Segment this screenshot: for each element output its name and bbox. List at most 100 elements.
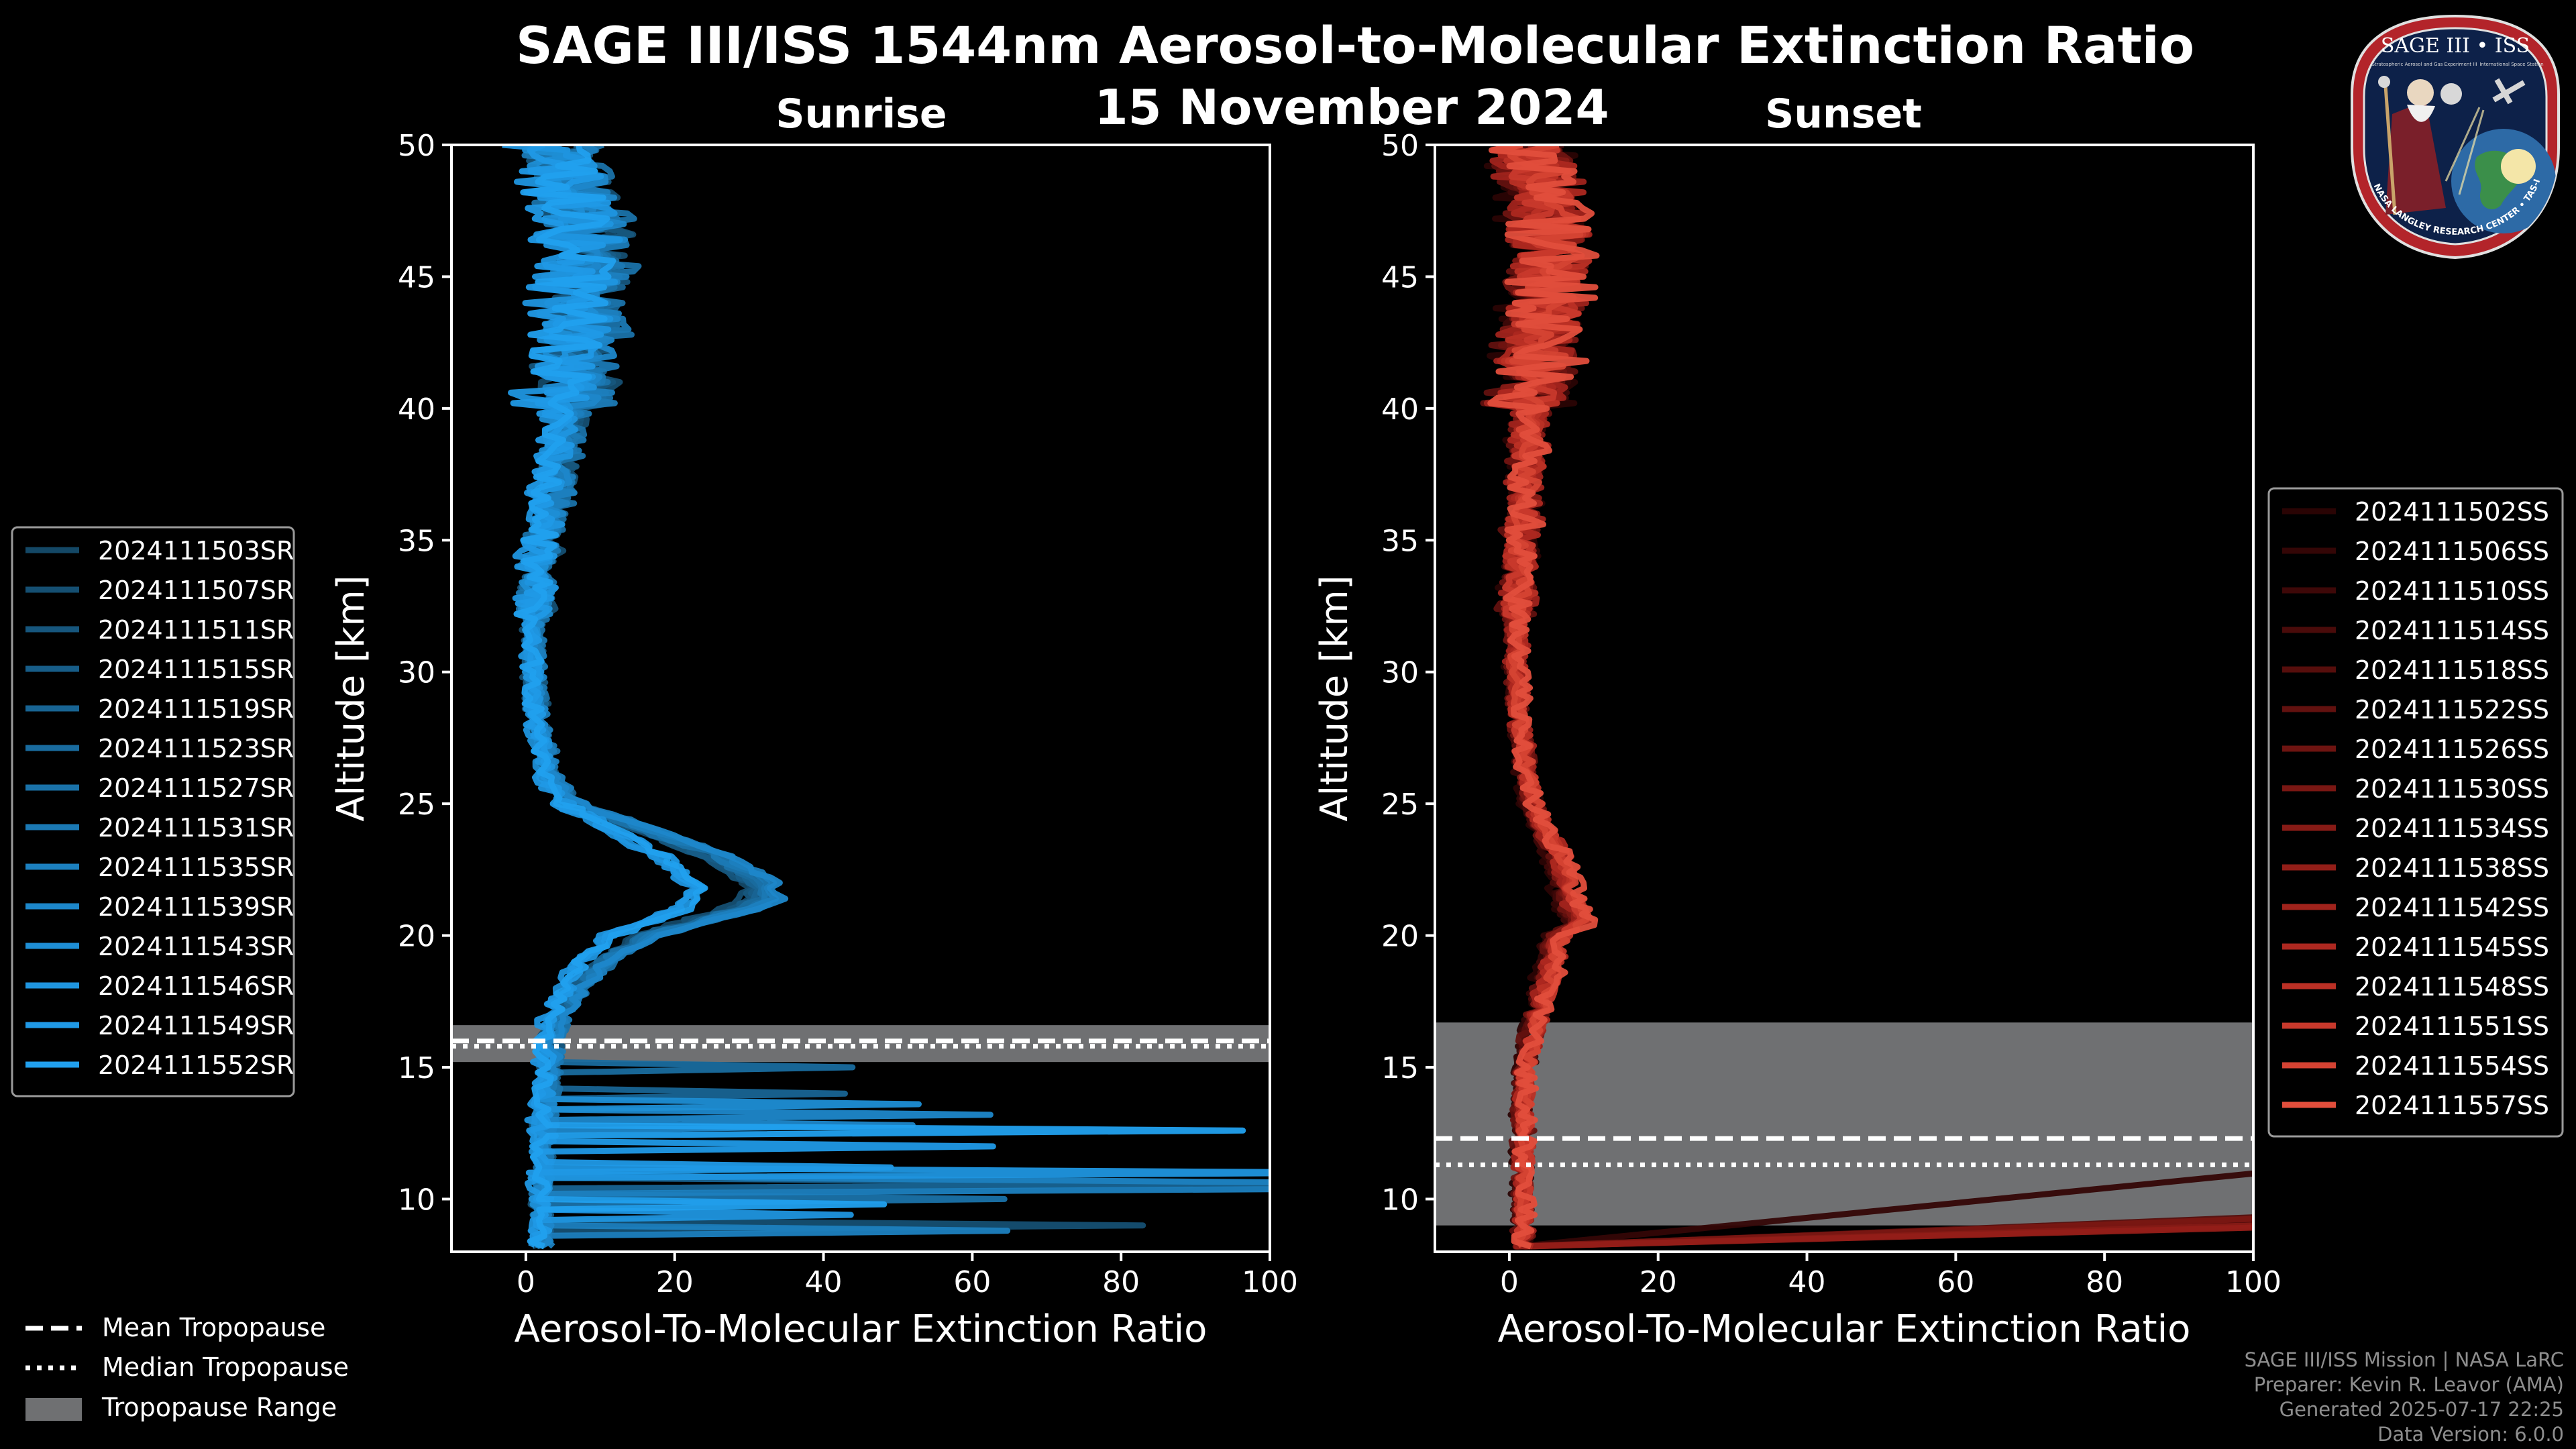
legend-label: 2024111510SS	[2355, 576, 2549, 606]
credit-mission: SAGE III/ISS Mission | NASA LaRC	[2245, 1348, 2564, 1371]
series-legend: 2024111503SR 2024111507SR 2024111511SR 2024…	[11, 526, 295, 1097]
legend-frame	[2267, 487, 2564, 1138]
median-legend-label: Median Tropopause	[102, 1352, 349, 1382]
y-tick-label: 25	[1381, 788, 1419, 822]
legend-label: 2024111502SS	[2355, 497, 2549, 527]
tropopause-range-band	[451, 1025, 1270, 1063]
y-tick-label: 30	[1381, 656, 1419, 690]
x-tick-label: 40	[1788, 1265, 1826, 1299]
plot-frame	[450, 144, 1271, 1253]
series-line-2024111549SR	[510, 145, 996, 1248]
y-tick-label: 25	[398, 788, 435, 822]
legend-label: 2024111511SR	[98, 615, 294, 645]
legend-label: 2024111503SR	[98, 536, 294, 566]
legend-label: 2024111514SS	[2355, 616, 2549, 645]
y-tick-label: 30	[398, 656, 435, 690]
series-legend: 2024111502SS 2024111506SS 2024111510SS 2024…	[2267, 487, 2564, 1138]
x-tick-label: 60	[1937, 1265, 1974, 1299]
y-tick-label: 35	[398, 524, 435, 558]
legend-label: 2024111531SR	[98, 813, 294, 843]
y-axis-label: Altitude [km]	[329, 575, 373, 821]
legend-label: 2024111548SS	[2355, 972, 2549, 1002]
legend-label: 2024111549SR	[98, 1011, 294, 1040]
legend-label: 2024111523SR	[98, 734, 294, 763]
x-tick-label: 0	[1500, 1265, 1519, 1299]
y-tick-label: 40	[1381, 392, 1419, 427]
y-axis-label: Altitude [km]	[1313, 575, 1356, 821]
series-line-2024111546SR	[502, 145, 1270, 1248]
sage-iii-iss-mission-patch: SAGE III • ISS Stratospheric Aerosol and…	[2345, 13, 2560, 260]
plot-frame	[1434, 144, 2255, 1253]
patch-subtitle-left: Stratospheric Aerosol and Gas Experiment…	[2371, 62, 2477, 67]
legend-label: 2024111530SS	[2355, 774, 2549, 804]
x-tick-label: 80	[1102, 1265, 1140, 1299]
y-tick-label: 20	[1381, 920, 1419, 954]
legend-label: 2024111534SS	[2355, 814, 2549, 843]
legend-label: 2024111526SS	[2355, 735, 2549, 764]
credit-version: Data Version: 6.0.0	[2377, 1423, 2564, 1446]
x-axis-label: Aerosol-To-Molecular Extinction Ratio	[1498, 1307, 2191, 1351]
y-tick-label: 35	[1381, 524, 1419, 558]
x-tick-label: 100	[2225, 1265, 2282, 1299]
patch-subtitle-right: International Space Station	[2479, 62, 2543, 67]
x-axis-label: Aerosol-To-Molecular Extinction Ratio	[515, 1307, 1208, 1351]
legend-label: 2024111539SR	[98, 892, 294, 922]
legend-label: 2024111518SS	[2355, 655, 2549, 685]
range-legend-label: Tropopause Range	[101, 1393, 337, 1422]
sunrise-panel: Sunrise 0 20 40 60 80 100 10 15 20 25 30 35 40 45 50 Aer…	[11, 91, 1298, 1351]
legend-label: 2024111557SS	[2355, 1091, 2549, 1120]
legend-label: 2024111535SR	[98, 853, 294, 882]
panel-title: Sunrise	[775, 91, 947, 138]
profile-lines	[502, 145, 1270, 1250]
y-tick-label: 15	[1381, 1051, 1419, 1085]
y-tick-label: 50	[1381, 129, 1419, 163]
legend-label: 2024111515SR	[98, 655, 294, 684]
y-tick-label: 40	[398, 392, 435, 427]
legend-frame	[11, 526, 295, 1097]
tropopause-range-band	[1435, 1022, 2253, 1226]
range-legend-swatch	[25, 1398, 82, 1421]
credit-preparer: Preparer: Kevin R. Leavor (AMA)	[2254, 1373, 2564, 1396]
x-tick-label: 20	[656, 1265, 694, 1299]
y-tick-label: 45	[398, 260, 435, 294]
legend-label: 2024111545SS	[2355, 932, 2549, 962]
legend-label: 2024111506SS	[2355, 537, 2549, 566]
credits: SAGE III/ISS Mission | NASA LaRC Prepare…	[2245, 1348, 2564, 1446]
legend-label: 2024111538SS	[2355, 853, 2549, 883]
y-tick-label: 20	[398, 920, 435, 954]
x-tick-label: 40	[805, 1265, 843, 1299]
x-tick-label: 80	[2086, 1265, 2123, 1299]
legend-label: 2024111507SR	[98, 576, 294, 605]
chart-subtitle: 15 November 2024	[1094, 79, 1609, 136]
tropopause-legend: Mean Tropopause Median Tropopause Tropop…	[25, 1313, 349, 1422]
x-tick-label: 100	[1242, 1265, 1298, 1299]
series-line-2024111535SR	[525, 145, 1270, 1249]
legend-label: 2024111522SS	[2355, 695, 2549, 724]
legend-label: 2024111542SS	[2355, 893, 2549, 922]
profile-lines	[1480, 145, 2253, 1250]
sunset-panel: Sunset 0 20 40 60 80 100 10 15 20 25 30 35 40 45 50 Aero…	[1313, 91, 2564, 1351]
y-tick-label: 15	[398, 1051, 435, 1085]
legend-label: 2024111519SR	[98, 694, 294, 724]
patch-title: SAGE III • ISS	[2381, 34, 2530, 58]
y-tick-label: 10	[398, 1183, 435, 1217]
y-tick-label: 10	[1381, 1183, 1419, 1217]
y-tick-label: 45	[1381, 260, 1419, 294]
x-tick-label: 20	[1640, 1265, 1677, 1299]
station-icon	[2492, 80, 2526, 103]
series-line-2024111552SR	[513, 145, 1246, 1250]
series-line-2024111554SS	[1507, 145, 1591, 1248]
mean-legend-label: Mean Tropopause	[102, 1313, 325, 1342]
series-line-2024111519SR	[521, 145, 1270, 1250]
x-tick-label: 60	[953, 1265, 991, 1299]
legend-label: 2024111543SR	[98, 932, 294, 961]
sun-icon	[2501, 149, 2536, 184]
chart-title: SAGE III/ISS 1544nm Aerosol-to-Molecular…	[516, 15, 2194, 75]
panel-title: Sunset	[1765, 91, 1922, 138]
y-tick-label: 50	[398, 129, 435, 163]
moon-icon	[2440, 83, 2462, 105]
legend-label: 2024111552SR	[98, 1051, 294, 1080]
legend-label: 2024111554SS	[2355, 1051, 2549, 1081]
legend-label: 2024111546SR	[98, 971, 294, 1001]
